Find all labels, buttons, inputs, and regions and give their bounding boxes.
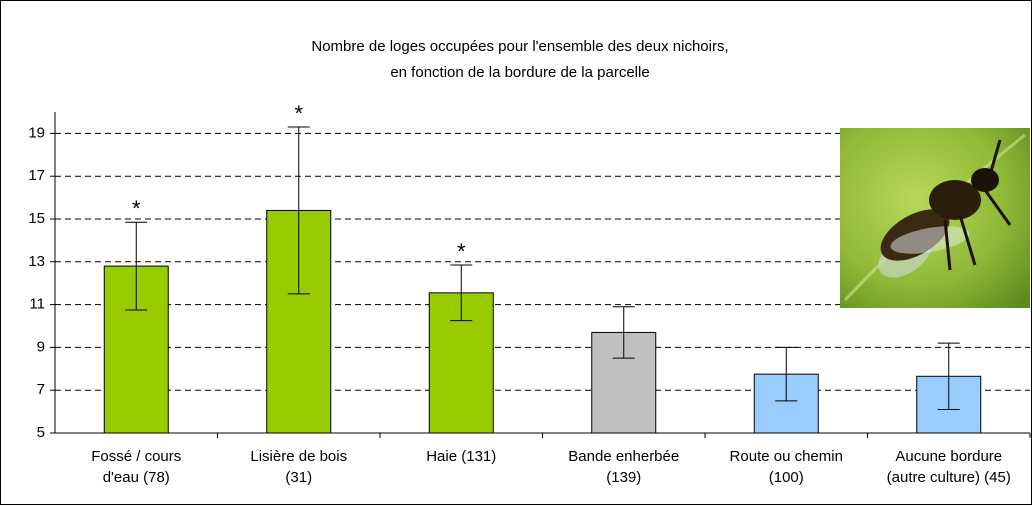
x-tick-label: Aucune bordure bbox=[895, 448, 1002, 465]
bee-photo bbox=[840, 128, 1030, 308]
x-tick-label: (139) bbox=[606, 469, 641, 486]
x-tick-label: Fossé / cours bbox=[91, 448, 181, 465]
chart-title: en fonction de la bordure de la parcelle bbox=[390, 64, 649, 81]
x-tick-label: (100) bbox=[769, 469, 804, 486]
x-tick-label: Lisière de bois bbox=[250, 448, 347, 465]
y-tick-label: 13 bbox=[28, 253, 45, 270]
annotation: * bbox=[294, 101, 303, 126]
y-tick-label: 19 bbox=[28, 124, 45, 141]
x-tick-label: (31) bbox=[285, 469, 312, 486]
x-tick-label: Route ou chemin bbox=[730, 448, 843, 465]
annotation: * bbox=[132, 196, 141, 221]
y-tick-label: 5 bbox=[37, 424, 45, 441]
annotation: * bbox=[457, 239, 466, 264]
y-tick-label: 11 bbox=[29, 296, 45, 313]
chart-title: Nombre de loges occupées pour l'ensemble… bbox=[311, 38, 728, 55]
x-tick-label: Bande enherbée bbox=[568, 448, 679, 465]
x-tick-label: (autre culture) (45) bbox=[887, 469, 1011, 486]
y-tick-label: 7 bbox=[37, 381, 45, 398]
y-tick-label: 9 bbox=[37, 338, 45, 355]
y-tick-label: 15 bbox=[28, 210, 45, 227]
x-tick-label: Haie (131) bbox=[426, 448, 496, 465]
x-tick-label: d'eau (78) bbox=[103, 469, 170, 486]
y-tick-label: 17 bbox=[28, 167, 45, 184]
